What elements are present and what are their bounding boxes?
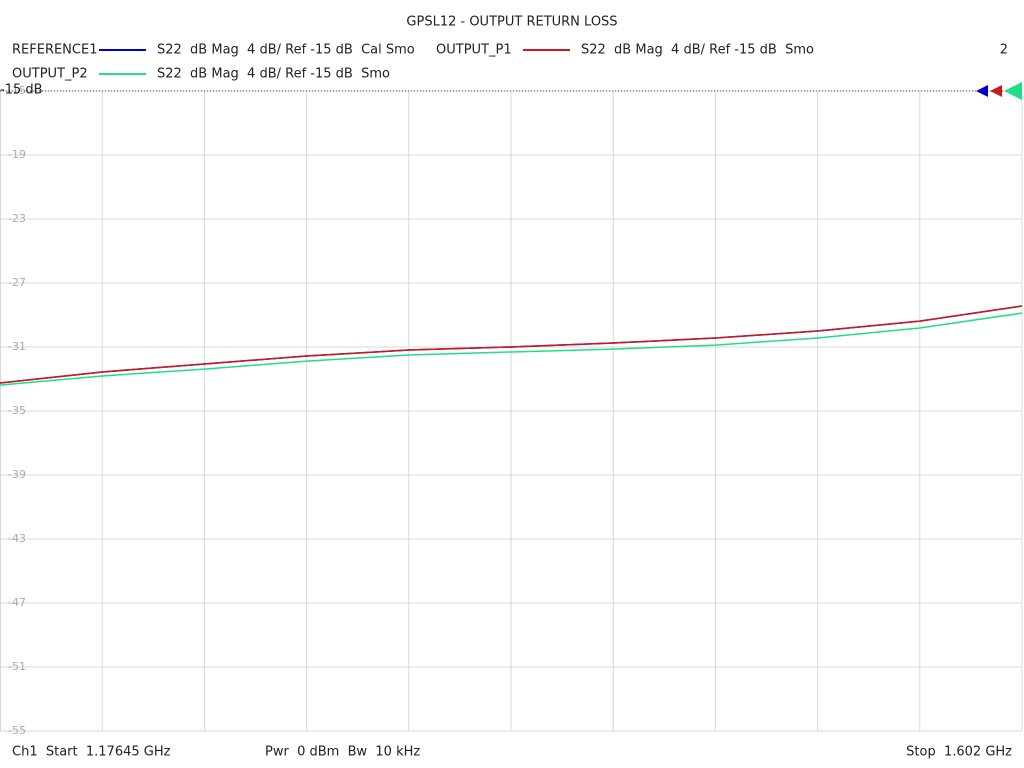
marker-arrow [1004, 82, 1022, 100]
y-tick-label: -39 [8, 468, 26, 481]
footer-start: Ch1 Start 1.17645 GHz [12, 745, 171, 760]
y-tick-label: -47 [8, 596, 26, 609]
trace-line [0, 305, 1023, 384]
legend-name: OUTPUT_P2 [12, 67, 88, 82]
footer-stop: Stop 1.602 GHz [906, 745, 1012, 760]
y-tick-label: -51 [8, 660, 26, 673]
reference-label: -15 dB [0, 83, 43, 98]
channel-number: 2 [1000, 43, 1008, 58]
y-tick-label: -23 [8, 212, 26, 225]
legend-name: OUTPUT_P1 [436, 43, 512, 58]
y-tick-label: -15 [8, 84, 26, 97]
y-tick-label: -31 [8, 340, 26, 353]
marker-arrow [976, 85, 988, 97]
y-tick-label: -55 [8, 724, 26, 737]
y-tick-label: -19 [8, 148, 26, 161]
y-tick-label: -43 [8, 532, 26, 545]
legend-description: S22 dB Mag 4 dB/ Ref -15 dB Smo [157, 67, 390, 82]
trace-line [0, 312, 1023, 386]
marker-arrow [990, 85, 1002, 97]
legend-description: S22 dB Mag 4 dB/ Ref -15 dB Smo [581, 43, 814, 58]
y-tick-label: -35 [8, 404, 26, 417]
legend-description: S22 dB Mag 4 dB/ Ref -15 dB Cal Smo [157, 43, 415, 58]
footer-power: Pwr 0 dBm Bw 10 kHz [265, 745, 420, 760]
y-tick-label: -27 [8, 276, 26, 289]
chart-title: GPSL12 - OUTPUT RETURN LOSS [406, 15, 617, 30]
legend-name: REFERENCE1 [12, 43, 97, 58]
